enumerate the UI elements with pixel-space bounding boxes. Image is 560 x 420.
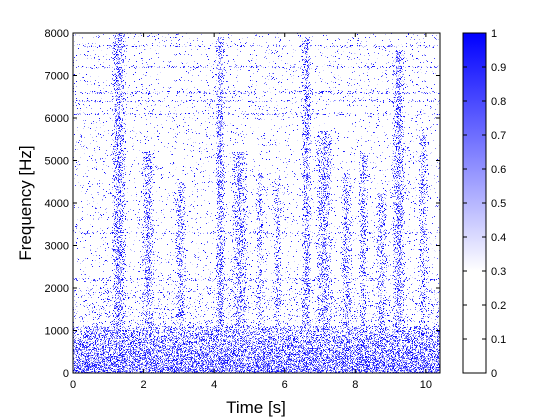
y-tick-label: 7000 [45,71,69,83]
colorbar-axis: 0 0.1 0.2 0.3 0.4 0.5 0.6 0.7 0.8 0.9 1 [463,28,506,380]
colorbar-tick-label: 0.6 [491,164,506,176]
y-axis-title: Frequency [Hz] [16,145,35,260]
x-tick-label: 2 [141,379,147,391]
y-tick-label: 1000 [45,326,69,338]
y-tick-label: 8000 [45,28,69,40]
x-axis-title: Time [s] [226,398,286,417]
colorbar-tick-label: 0.7 [491,130,506,142]
colorbar-tick-label: 0.1 [491,334,506,346]
y-axis: 0 1000 2000 3000 4000 5000 6000 7000 8000 [45,28,440,380]
colorbar-tick-label: 0 [491,368,497,380]
x-tick-label: 4 [211,379,217,391]
x-axis: 0 2 4 6 8 10 [70,33,432,391]
colorbar-tick-label: 0.2 [491,300,506,312]
spectrogram-cells [73,45,437,372]
y-tick-label: 0 [63,368,69,380]
x-tick-label: 8 [352,379,358,391]
colorbar-tick-label: 1 [491,28,497,40]
x-tick-label: 6 [282,379,288,391]
colorbar-tick-label: 0.5 [491,198,506,210]
colorbar-tick-label: 0.4 [491,232,506,244]
spectrogram-cells [73,41,439,372]
colorbar-tick-label: 0.3 [491,266,506,278]
colorbar-tick-label: 0.8 [491,96,506,108]
y-tick-label: 2000 [45,283,69,295]
spectrogram-cells [75,49,439,373]
x-tick-label: 0 [70,379,76,391]
y-tick-label: 4000 [45,198,69,210]
y-tick-label: 5000 [45,156,69,168]
x-tick-label: 10 [420,379,432,391]
spectrogram-cells [73,45,431,372]
spectrogram-heatmap [73,33,440,373]
y-tick-label: 3000 [45,241,69,253]
colorbar-tick-label: 0.9 [491,62,506,74]
y-tick-label: 6000 [45,113,69,125]
